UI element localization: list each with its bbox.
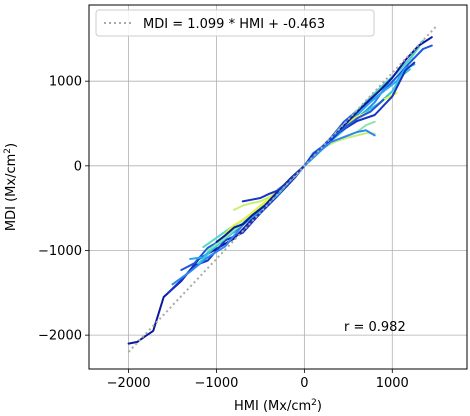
- legend-box: [95, 9, 375, 37]
- y-tick-label: −2000: [38, 329, 82, 344]
- x-axis-label: HMI (Mx/cm2): [234, 398, 322, 414]
- y-axis-label: MDI (Mx/cm2): [3, 143, 19, 231]
- correlation-annotation: r = 0.982: [344, 320, 406, 335]
- x-tick-label: 1000: [376, 376, 409, 391]
- x-tick-label: −2000: [107, 376, 151, 391]
- ticks: −2000 −1000 0 1000 −2000 −1000 0 1000: [38, 75, 409, 391]
- grid: [89, 5, 467, 369]
- legend: MDI = 1.099 * HMI + -0.463: [95, 9, 375, 37]
- x-tick-label: 0: [300, 376, 308, 391]
- series-line: [303, 129, 376, 167]
- legend-label: MDI = 1.099 * HMI + -0.463: [143, 17, 325, 32]
- y-tick-label: 1000: [49, 75, 82, 90]
- plot-frame: [88, 4, 468, 370]
- y-tick-label: −1000: [38, 244, 82, 259]
- y-tick-label: 0: [74, 159, 82, 174]
- x-tick-label: −1000: [194, 376, 238, 391]
